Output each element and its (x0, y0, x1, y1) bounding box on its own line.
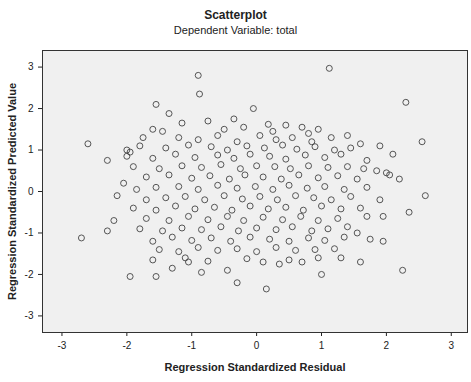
svg-text:-2: -2 (122, 340, 131, 351)
svg-text:3: 3 (448, 340, 454, 351)
html-text:Scatterplot: Scatterplot (204, 8, 267, 22)
svg-text:-2: -2 (25, 269, 34, 280)
svg-text:0: 0 (28, 186, 34, 197)
svg-text:Regression Standardized Residu: Regression Standardized Residual (165, 361, 346, 373)
svg-text:1: 1 (319, 340, 325, 351)
svg-text:-3: -3 (58, 340, 67, 351)
svg-text:1: 1 (28, 144, 34, 155)
svg-text:Regression Standardized Predic: Regression Standardized Predicted Value (6, 83, 18, 300)
svg-text:3: 3 (28, 61, 34, 72)
svg-text:-3: -3 (25, 310, 34, 321)
svg-text:0: 0 (254, 340, 260, 351)
svg-text:-1: -1 (25, 227, 34, 238)
svg-text:2: 2 (384, 340, 390, 351)
html-text:Dependent Variable: total: Dependent Variable: total (173, 24, 298, 36)
svg-text:-1: -1 (187, 340, 196, 351)
svg-text:2: 2 (28, 103, 34, 114)
